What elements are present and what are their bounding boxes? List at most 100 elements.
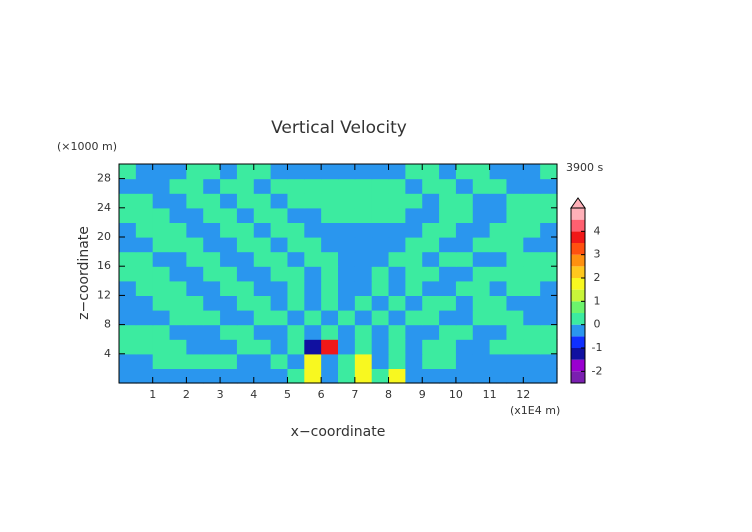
field-cell <box>321 310 339 326</box>
colorbar-swatch <box>571 289 585 302</box>
field-cell <box>405 222 423 238</box>
field-cell <box>253 353 272 369</box>
field-cell <box>152 310 171 326</box>
field-cell <box>169 310 187 326</box>
field-cell <box>321 368 339 384</box>
field-cell <box>304 207 322 223</box>
colorbar-tick-label: 3 <box>594 248 601 261</box>
field-cell <box>253 295 272 311</box>
y-tick-label: 12 <box>97 288 111 301</box>
field-cell <box>152 368 171 384</box>
field-cell <box>169 368 187 384</box>
field-cell <box>203 339 221 355</box>
x-tick-label: 12 <box>516 388 530 401</box>
field-cell <box>523 353 541 369</box>
colorbar-tick-label: 4 <box>594 224 601 237</box>
field-cell <box>523 310 541 326</box>
field-cell <box>135 222 154 238</box>
field-cell <box>304 280 322 296</box>
field-cell <box>371 353 390 369</box>
field-cell <box>287 178 305 194</box>
field-cell <box>540 178 558 194</box>
field-cell <box>203 178 221 194</box>
field-cell <box>338 237 356 253</box>
field-cell <box>220 295 238 311</box>
field-cell <box>236 280 255 296</box>
field-cell <box>506 324 524 340</box>
chart-title: Vertical Velocity <box>271 118 407 138</box>
field-cell <box>354 339 373 355</box>
field-cell <box>354 222 373 238</box>
field-cell <box>523 251 541 267</box>
field-cell <box>506 295 524 311</box>
field-cell <box>371 339 390 355</box>
field-cell <box>338 310 356 326</box>
field-cell <box>506 222 524 238</box>
field-cell <box>186 207 204 223</box>
field-cell <box>422 280 440 296</box>
field-cell <box>439 353 457 369</box>
field-cell <box>119 368 137 384</box>
field-cell <box>439 339 457 355</box>
field-cell <box>203 193 221 209</box>
field-cell <box>540 280 558 296</box>
field-cell <box>169 193 187 209</box>
field-cell <box>321 222 339 238</box>
field-cell <box>371 222 390 238</box>
colorbar-tick-label: -2 <box>592 364 603 377</box>
field-cell <box>270 193 289 209</box>
field-cell <box>321 237 339 253</box>
field-cell <box>540 324 558 340</box>
y-axis-label: z−coordinate <box>76 226 92 320</box>
colorbar-swatch <box>571 278 585 290</box>
field-cell <box>304 178 322 194</box>
field-cell <box>422 324 440 340</box>
field-cell <box>405 251 423 267</box>
field-cell <box>203 310 221 326</box>
field-cell <box>152 207 171 223</box>
field-cell <box>169 251 187 267</box>
field-cell <box>523 339 541 355</box>
field-cell <box>371 280 390 296</box>
field-cell <box>338 368 356 384</box>
field-cell <box>152 280 171 296</box>
field-cell <box>220 222 238 238</box>
field-cell <box>388 193 406 209</box>
field-cell <box>236 164 255 180</box>
field-cell <box>540 368 558 384</box>
field-cell <box>270 207 289 223</box>
field-cell <box>135 207 154 223</box>
field-cell <box>270 178 289 194</box>
field-cell <box>220 280 238 296</box>
field-cell <box>354 193 373 209</box>
field-cell <box>236 324 255 340</box>
colorbar-swatch <box>571 301 585 313</box>
field-cell <box>439 222 457 238</box>
field-cell <box>135 295 154 311</box>
field-cell <box>186 164 204 180</box>
y-tick-label: 24 <box>97 201 111 214</box>
field-cell <box>186 280 204 296</box>
field-cell <box>236 251 255 267</box>
field-cell <box>169 266 187 282</box>
field-cell <box>506 310 524 326</box>
field-cell <box>321 295 339 311</box>
field-cell <box>304 251 322 267</box>
field-cell <box>135 251 154 267</box>
field-cell <box>472 222 491 238</box>
field-cell <box>321 266 339 282</box>
field-cell <box>169 164 187 180</box>
field-cell <box>220 339 238 355</box>
field-cell <box>489 193 508 209</box>
field-cell <box>253 280 272 296</box>
field-cell <box>203 353 221 369</box>
y-tick-label: 4 <box>104 347 111 360</box>
field-cell <box>455 295 474 311</box>
field-cell <box>135 310 154 326</box>
field-cell <box>371 295 390 311</box>
field-cell <box>422 339 440 355</box>
field-cell <box>455 353 474 369</box>
field-cell <box>270 353 289 369</box>
field-cell <box>523 222 541 238</box>
field-cell <box>253 266 272 282</box>
